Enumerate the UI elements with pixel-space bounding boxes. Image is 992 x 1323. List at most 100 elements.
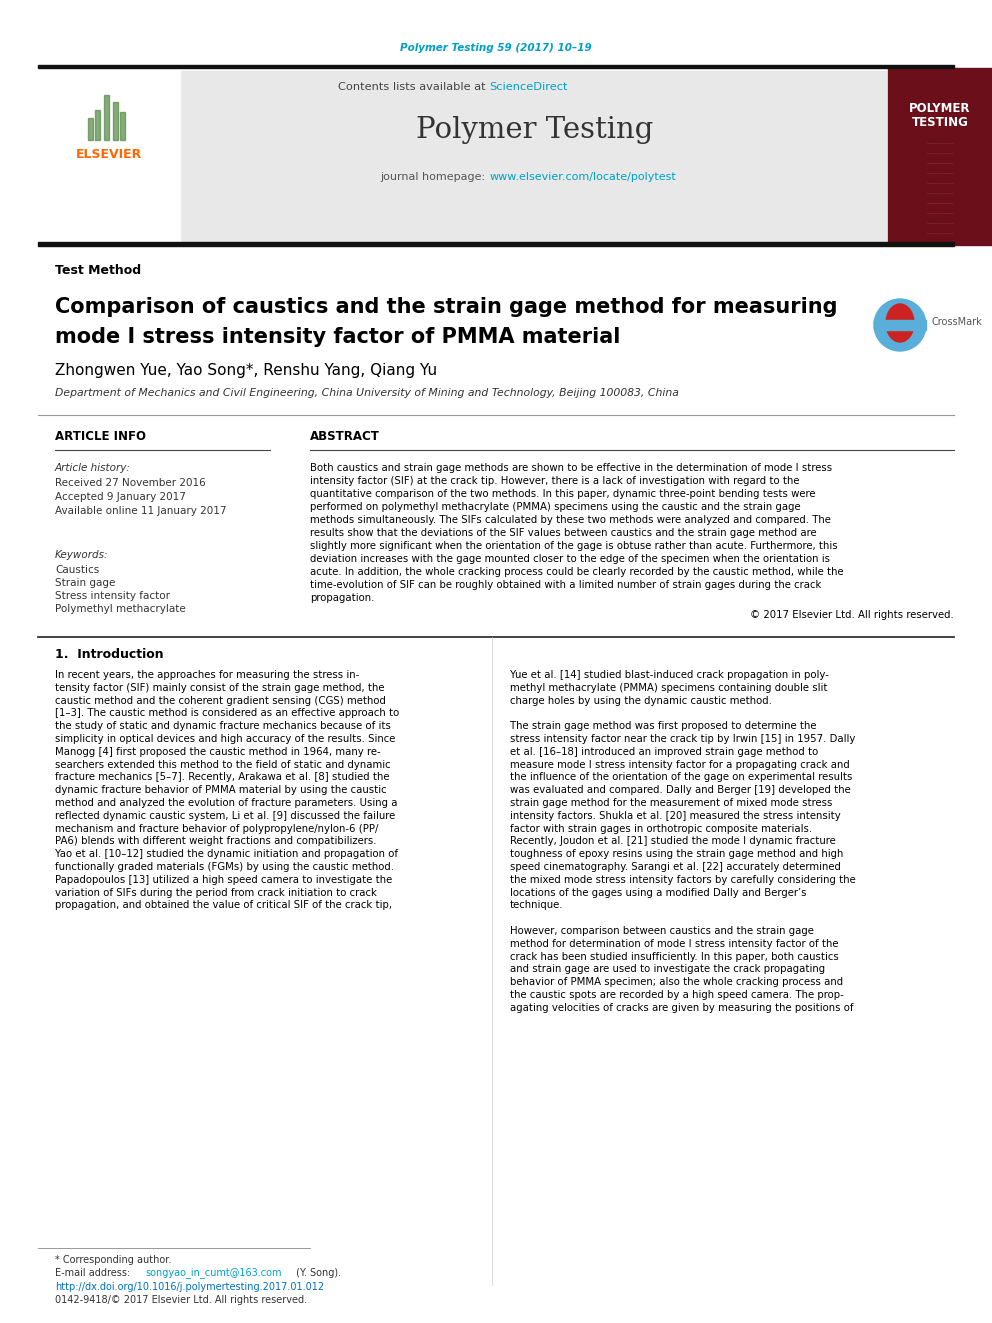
Text: caustic method and the coherent gradient sensing (CGS) method: caustic method and the coherent gradient… (55, 696, 386, 705)
Text: fracture mechanics [5–7]. Recently, Arakawa et al. [8] studied the: fracture mechanics [5–7]. Recently, Arak… (55, 773, 390, 782)
Text: technique.: technique. (510, 901, 563, 910)
Text: CrossMark: CrossMark (932, 318, 983, 327)
Text: Test Method: Test Method (55, 263, 141, 277)
Text: Manogg [4] first proposed the caustic method in 1964, many re-: Manogg [4] first proposed the caustic me… (55, 746, 381, 757)
Text: 1.  Introduction: 1. Introduction (55, 648, 164, 662)
Text: the study of static and dynamic fracture mechanics because of its: the study of static and dynamic fracture… (55, 721, 391, 732)
Text: ___________: ___________ (927, 200, 953, 205)
Text: Available online 11 January 2017: Available online 11 January 2017 (55, 505, 226, 516)
Text: Received 27 November 2016: Received 27 November 2016 (55, 478, 205, 488)
Text: ARTICLE INFO: ARTICLE INFO (55, 430, 146, 443)
Text: variation of SIFs during the period from crack initiation to crack: variation of SIFs during the period from… (55, 888, 377, 897)
Bar (38, 242, 954, 246)
Text: Contents lists available at: Contents lists available at (338, 82, 489, 93)
Text: performed on polymethyl methacrylate (PMMA) specimens using the caustic and the : performed on polymethyl methacrylate (PM… (310, 501, 801, 512)
Text: Polymethyl methacrylate: Polymethyl methacrylate (55, 605, 186, 614)
Text: dynamic fracture behavior of PMMA material by using the caustic: dynamic fracture behavior of PMMA materi… (55, 785, 387, 795)
Text: the influence of the orientation of the gage on experimental results: the influence of the orientation of the … (510, 773, 852, 782)
Text: Recently, Joudon et al. [21] studied the mode I dynamic fracture: Recently, Joudon et al. [21] studied the… (510, 836, 835, 847)
Text: deviation increases with the gage mounted closer to the edge of the specimen whe: deviation increases with the gage mounte… (310, 554, 830, 564)
Text: the caustic spots are recorded by a high speed camera. The prop-: the caustic spots are recorded by a high… (510, 990, 844, 1000)
Text: results show that the deviations of the SIF values between caustics and the stra: results show that the deviations of the … (310, 528, 816, 538)
Text: reflected dynamic caustic system, Li et al. [9] discussed the failure: reflected dynamic caustic system, Li et … (55, 811, 395, 820)
Text: ___________: ___________ (927, 220, 953, 225)
Text: Comparison of caustics and the strain gage method for measuring: Comparison of caustics and the strain ga… (55, 296, 837, 318)
Text: functionally graded materials (FGMs) by using the caustic method.: functionally graded materials (FGMs) by … (55, 863, 394, 872)
Text: E-mail address:: E-mail address: (55, 1267, 133, 1278)
Text: [1–3]. The caustic method is considered as an effective approach to: [1–3]. The caustic method is considered … (55, 708, 399, 718)
Text: Polymer Testing 59 (2017) 10–19: Polymer Testing 59 (2017) 10–19 (400, 44, 592, 53)
Text: 0142-9418/© 2017 Elsevier Ltd. All rights reserved.: 0142-9418/© 2017 Elsevier Ltd. All right… (55, 1295, 308, 1304)
Text: slightly more significant when the orientation of the gage is obtuse rather than: slightly more significant when the orien… (310, 541, 837, 550)
Ellipse shape (886, 304, 914, 343)
Text: speed cinematography. Sarangi et al. [22] accurately determined: speed cinematography. Sarangi et al. [22… (510, 863, 841, 872)
Text: ___________: ___________ (927, 180, 953, 184)
Ellipse shape (874, 299, 926, 351)
Text: Zhongwen Yue, Yao Song*, Renshu Yang, Qiang Yu: Zhongwen Yue, Yao Song*, Renshu Yang, Qi… (55, 363, 437, 377)
Text: measure mode I stress intensity factor for a propagating crack and: measure mode I stress intensity factor f… (510, 759, 850, 770)
Text: Stress intensity factor: Stress intensity factor (55, 591, 170, 601)
Text: locations of the gages using a modified Dally and Berger’s: locations of the gages using a modified … (510, 888, 806, 897)
Text: searchers extended this method to the field of static and dynamic: searchers extended this method to the fi… (55, 759, 391, 770)
Text: toughness of epoxy resins using the strain gage method and high: toughness of epoxy resins using the stra… (510, 849, 843, 859)
Text: time-evolution of SIF can be roughly obtained with a limited number of strain ga: time-evolution of SIF can be roughly obt… (310, 579, 821, 590)
Text: methods simultaneously. The SIFs calculated by these two methods were analyzed a: methods simultaneously. The SIFs calcula… (310, 515, 831, 525)
Text: Both caustics and strain gage methods are shown to be effective in the determina: Both caustics and strain gage methods ar… (310, 463, 832, 474)
Text: Polymer Testing: Polymer Testing (417, 116, 654, 144)
Text: stress intensity factor near the crack tip by Irwin [15] in 1957. Dally: stress intensity factor near the crack t… (510, 734, 855, 744)
Text: (Y. Song).: (Y. Song). (293, 1267, 341, 1278)
Text: and strain gage are used to investigate the crack propagating: and strain gage are used to investigate … (510, 964, 825, 975)
Bar (95, 110, 100, 140)
Bar (113, 102, 118, 140)
Bar (38, 67, 180, 245)
Text: ___________: ___________ (927, 229, 953, 234)
Text: mode I stress intensity factor of PMMA material: mode I stress intensity factor of PMMA m… (55, 327, 620, 347)
Text: ELSEVIER: ELSEVIER (75, 148, 142, 161)
Bar (120, 112, 125, 140)
Bar (88, 118, 93, 140)
Text: method for determination of mode I stress intensity factor of the: method for determination of mode I stres… (510, 939, 838, 949)
Text: simplicity in optical devices and high accuracy of the results. Since: simplicity in optical devices and high a… (55, 734, 396, 744)
Text: Papadopoulos [13] utilized a high speed camera to investigate the: Papadopoulos [13] utilized a high speed … (55, 875, 392, 885)
Text: Keywords:: Keywords: (55, 550, 108, 560)
Text: intensity factor (SIF) at the crack tip. However, there is a lack of investigati: intensity factor (SIF) at the crack tip.… (310, 476, 800, 486)
Text: http://dx.doi.org/10.1016/j.polymertesting.2017.01.012: http://dx.doi.org/10.1016/j.polymertesti… (55, 1282, 324, 1293)
Text: However, comparison between caustics and the strain gage: However, comparison between caustics and… (510, 926, 813, 935)
Text: ScienceDirect: ScienceDirect (489, 82, 567, 93)
Text: ___________: ___________ (927, 209, 953, 214)
Text: methyl methacrylate (PMMA) specimens containing double slit: methyl methacrylate (PMMA) specimens con… (510, 683, 827, 693)
Text: * Corresponding author.: * Corresponding author. (55, 1256, 172, 1265)
Text: PA6) blends with different weight fractions and compatibilizers.: PA6) blends with different weight fracti… (55, 836, 377, 847)
Text: songyao_in_cumt@163.com: songyao_in_cumt@163.com (146, 1267, 283, 1278)
Text: was evaluated and compared. Dally and Berger [19] developed the: was evaluated and compared. Dally and Be… (510, 785, 851, 795)
Text: Caustics: Caustics (55, 565, 99, 576)
Text: ___________: ___________ (927, 189, 953, 194)
Text: ___________: ___________ (927, 149, 953, 155)
Text: ___________: ___________ (927, 169, 953, 175)
Text: TESTING: TESTING (912, 115, 968, 128)
Text: acute. In addition, the whole cracking process could be clearly recorded by the : acute. In addition, the whole cracking p… (310, 568, 843, 577)
Text: et al. [16–18] introduced an improved strain gage method to: et al. [16–18] introduced an improved st… (510, 746, 818, 757)
Text: POLYMER: POLYMER (910, 102, 971, 115)
Text: Department of Mechanics and Civil Engineering, China University of Mining and Te: Department of Mechanics and Civil Engine… (55, 388, 679, 398)
Bar (180, 71, 886, 243)
Text: Yue et al. [14] studied blast-induced crack propagation in poly-: Yue et al. [14] studied blast-induced cr… (510, 669, 829, 680)
Bar (888, 67, 992, 245)
Text: The strain gage method was first proposed to determine the: The strain gage method was first propose… (510, 721, 816, 732)
Text: factor with strain gages in orthotropic composite materials.: factor with strain gages in orthotropic … (510, 824, 812, 833)
Text: Accepted 9 January 2017: Accepted 9 January 2017 (55, 492, 186, 501)
Text: charge holes by using the dynamic caustic method.: charge holes by using the dynamic causti… (510, 696, 772, 705)
Text: tensity factor (SIF) mainly consist of the strain gage method, the: tensity factor (SIF) mainly consist of t… (55, 683, 385, 693)
Text: crack has been studied insufficiently. In this paper, both caustics: crack has been studied insufficiently. I… (510, 951, 839, 962)
Bar (104, 95, 109, 140)
Bar (874, 320, 926, 329)
Text: In recent years, the approaches for measuring the stress in-: In recent years, the approaches for meas… (55, 669, 359, 680)
Text: Article history:: Article history: (55, 463, 131, 474)
Text: intensity factors. Shukla et al. [20] measured the stress intensity: intensity factors. Shukla et al. [20] me… (510, 811, 841, 820)
Text: www.elsevier.com/locate/polytest: www.elsevier.com/locate/polytest (489, 172, 676, 183)
Text: ABSTRACT: ABSTRACT (310, 430, 380, 443)
Text: Yao et al. [10–12] studied the dynamic initiation and propagation of: Yao et al. [10–12] studied the dynamic i… (55, 849, 398, 859)
Text: behavior of PMMA specimen; also the whole cracking process and: behavior of PMMA specimen; also the whol… (510, 978, 843, 987)
Text: the mixed mode stress intensity factors by carefully considering the: the mixed mode stress intensity factors … (510, 875, 856, 885)
Text: ___________: ___________ (927, 160, 953, 164)
